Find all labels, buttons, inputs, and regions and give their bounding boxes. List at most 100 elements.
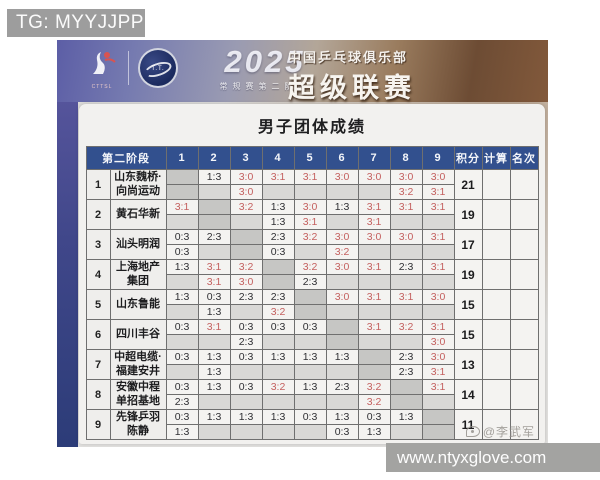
team-rank: 2 bbox=[85, 199, 111, 230]
score-cell: 3:2 bbox=[389, 319, 423, 335]
score-cell: 0:3 bbox=[197, 289, 231, 305]
score-cell: 0:3 bbox=[165, 244, 199, 260]
team-rank: 5 bbox=[85, 289, 111, 320]
score-cell: 1:3 bbox=[197, 169, 231, 185]
score-cell: 3:2 bbox=[229, 199, 263, 215]
header-round-7: 7 bbox=[357, 146, 391, 170]
header-round-6: 6 bbox=[325, 146, 359, 170]
score-cell: 0:3 bbox=[325, 424, 359, 440]
score-cell: 3:0 bbox=[293, 199, 327, 215]
team-row-second-match: 3:1 3:0 2:3 bbox=[86, 274, 538, 290]
score-cell bbox=[293, 424, 327, 440]
score-cell: 0:3 bbox=[229, 379, 263, 395]
team-row-second-match: 1:3 0:3 1:3 bbox=[86, 424, 538, 440]
score-cell bbox=[261, 259, 295, 275]
team-rank: 6 bbox=[85, 319, 111, 350]
score-cell bbox=[165, 169, 199, 185]
score-cell: 2:3 bbox=[261, 229, 295, 245]
team-row-second-match: 1:3 3:1 3:1 bbox=[86, 214, 538, 230]
team-row-second-match: 2:3 3:2 bbox=[86, 394, 538, 410]
score-cell bbox=[357, 304, 391, 320]
score-cell: 3:0 bbox=[421, 169, 455, 185]
score-cell bbox=[357, 184, 391, 200]
points-cell: 17 bbox=[453, 229, 483, 260]
team-row: 3 汕头明润 0:3 2:3 2:3 3:2 3:0 3:0 3:0 3:1 17 bbox=[85, 229, 539, 260]
score-cell: 3:2 bbox=[389, 184, 423, 200]
score-cell bbox=[229, 394, 263, 410]
score-cell bbox=[229, 214, 263, 230]
results-table: 第二阶段 1 2 3 4 5 6 7 8 9 积分 计算 名次 1 山东魏桥·向尚… bbox=[85, 146, 539, 440]
points-cell: 13 bbox=[453, 349, 483, 380]
score-cell: 3:0 bbox=[421, 349, 455, 365]
header-round-4: 4 bbox=[261, 146, 295, 170]
score-cell: 3:1 bbox=[421, 199, 455, 215]
score-cell: 3:1 bbox=[421, 184, 455, 200]
score-cell bbox=[229, 244, 263, 260]
team-row-second-match: 1:3 3:2 bbox=[86, 304, 538, 320]
team-row: 9 先锋乒羽陈静 0:3 1:3 1:3 1:3 0:3 1:3 0:3 1:3 11 bbox=[85, 409, 539, 440]
score-cell: 1:3 bbox=[325, 199, 359, 215]
score-cell: 3:1 bbox=[389, 199, 423, 215]
score-cell bbox=[165, 334, 199, 350]
score-cell bbox=[325, 334, 359, 350]
score-cell: 1:3 bbox=[261, 349, 295, 365]
score-cell bbox=[293, 394, 327, 410]
team-row: 5 山东鲁能 1:3 0:3 2:3 2:3 3:0 3:1 3:1 3:0 15 bbox=[85, 289, 539, 320]
team-name: 先锋乒羽陈静 bbox=[109, 409, 167, 440]
score-cell bbox=[197, 334, 231, 350]
score-cell bbox=[229, 229, 263, 245]
score-cell bbox=[229, 424, 263, 440]
score-cell: 3:0 bbox=[229, 169, 263, 185]
calc-cell bbox=[481, 319, 511, 350]
score-cell bbox=[165, 214, 199, 230]
score-cell: 0:3 bbox=[357, 409, 391, 425]
score-cell bbox=[325, 364, 359, 380]
score-cell: 1:3 bbox=[325, 409, 359, 425]
league-name-line1: 中国乒乓球俱乐部 bbox=[288, 50, 409, 65]
team-rank: 1 bbox=[85, 169, 111, 200]
score-cell: 0:3 bbox=[165, 349, 199, 365]
team-name: 汕头明润 bbox=[109, 229, 167, 260]
calc-cell bbox=[481, 349, 511, 380]
score-cell bbox=[293, 244, 327, 260]
team-name: 山东鲁能 bbox=[109, 289, 167, 320]
score-cell bbox=[357, 349, 391, 365]
score-cell bbox=[261, 334, 295, 350]
team-row: 7 中超电缆·福建安井 0:3 1:3 0:3 1:3 1:3 1:3 2:3 3:0 13 bbox=[85, 349, 539, 380]
calc-cell bbox=[481, 409, 511, 440]
calc-cell bbox=[481, 169, 511, 200]
cttsl-logo-caption: CTTSL bbox=[91, 84, 113, 90]
team-rank: 3 bbox=[85, 229, 111, 260]
calc-cell bbox=[481, 379, 511, 410]
logo-divider bbox=[128, 51, 129, 85]
results-tbody: 1 山东魏桥·向尚运动 1:3 3:0 3:1 3:1 3:0 3:0 3:0 3:0 21 3:0 3… bbox=[85, 169, 539, 440]
header-round-1: 1 bbox=[165, 146, 199, 170]
score-cell bbox=[165, 364, 199, 380]
score-cell: 3:2 bbox=[261, 379, 295, 395]
score-cell bbox=[357, 274, 391, 290]
score-cell: 3:0 bbox=[357, 229, 391, 245]
team-row: 1 山东魏桥·向尚运动 1:3 3:0 3:1 3:1 3:0 3:0 3:0 3:0 21 bbox=[85, 169, 539, 200]
score-cell bbox=[325, 319, 359, 335]
team-rank: 9 bbox=[85, 409, 111, 440]
final-rank-cell bbox=[509, 319, 539, 350]
team-row: 8 安徽中程单招基地 0:3 1:3 0:3 3:2 1:3 2:3 3:2 3:1 14 bbox=[85, 379, 539, 410]
points-cell: 14 bbox=[453, 379, 483, 410]
score-cell: 3:1 bbox=[421, 229, 455, 245]
score-cell: 3:1 bbox=[421, 379, 455, 395]
score-cell: 1:3 bbox=[293, 349, 327, 365]
score-cell: 3:2 bbox=[293, 259, 327, 275]
score-cell: 3:0 bbox=[389, 229, 423, 245]
score-cell bbox=[293, 304, 327, 320]
score-cell: 3:2 bbox=[293, 229, 327, 245]
score-cell bbox=[389, 424, 423, 440]
final-rank-cell bbox=[509, 229, 539, 260]
score-cell: 1:3 bbox=[197, 379, 231, 395]
score-cell: 1:3 bbox=[261, 199, 295, 215]
score-cell: 3:1 bbox=[293, 214, 327, 230]
score-cell bbox=[389, 244, 423, 260]
score-cell bbox=[197, 394, 231, 410]
score-cell bbox=[293, 184, 327, 200]
score-cell: 3:1 bbox=[421, 259, 455, 275]
header-rank: 名次 bbox=[509, 146, 539, 170]
